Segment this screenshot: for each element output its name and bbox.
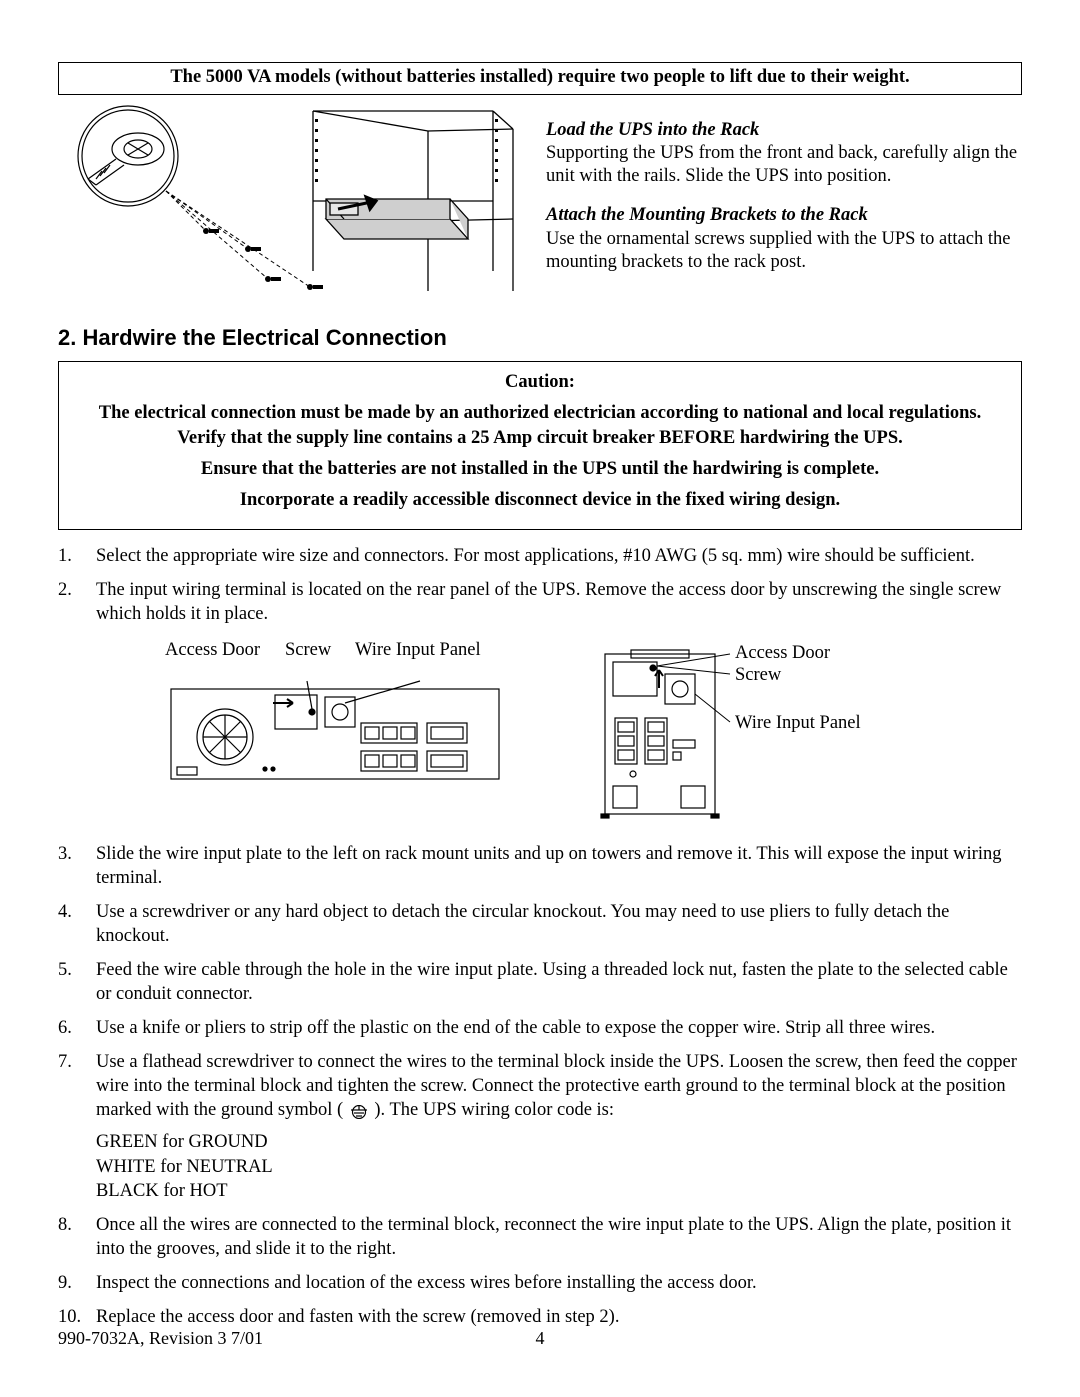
color-black: BLACK for HOT xyxy=(96,1179,1022,1203)
section-2-heading: 2. Hardwire the Electrical Connection xyxy=(58,325,1022,351)
caution-title: Caution: xyxy=(73,370,1007,395)
fig-row: Access Door Screw Wire Input Panel xyxy=(58,640,1022,820)
step-body: Select the appropriate wire size and con… xyxy=(96,544,1022,568)
step-10: 10. Replace the access door and fasten w… xyxy=(58,1305,1022,1329)
step-1: 1. Select the appropriate wire size and … xyxy=(58,544,1022,568)
attach-text: Use the ornamental screws supplied with … xyxy=(546,228,1018,274)
step-body: Slide the wire input plate to the left o… xyxy=(96,842,1022,890)
figA-lab1: Access Door xyxy=(165,640,285,661)
step-5: 5. Feed the wire cable through the hole … xyxy=(58,958,1022,1006)
step-num: 3. xyxy=(58,842,96,890)
footer-page: 4 xyxy=(520,1328,560,1349)
figure-b: Access Door Screw Wire Input Panel xyxy=(595,640,915,820)
rack-figure xyxy=(58,101,538,311)
step-num: 5. xyxy=(58,958,96,1006)
color-green: GREEN for GROUND xyxy=(96,1130,1022,1154)
load-text-column: Load the UPS into the Rack Supporting th… xyxy=(538,101,1018,311)
step-num: 6. xyxy=(58,1016,96,1040)
caution-l1: The electrical connection must be made b… xyxy=(73,401,1007,451)
load-row: Load the UPS into the Rack Supporting th… xyxy=(58,101,1022,311)
steps-list: 1. Select the appropriate wire size and … xyxy=(58,544,1022,626)
figB-lab1-svg: Access Door xyxy=(735,643,830,663)
step-body: Use a screwdriver or any hard object to … xyxy=(96,900,1022,948)
step-8: 8. Once all the wires are connected to t… xyxy=(58,1213,1022,1261)
warning-box: The 5000 VA models (without batteries in… xyxy=(58,62,1022,95)
step-body: Use a knife or pliers to strip off the p… xyxy=(96,1016,1022,1040)
step-num: 7. xyxy=(58,1050,96,1202)
step-body: Use a flathead screwdriver to connect th… xyxy=(96,1050,1022,1202)
figB-lab2-svg: Screw xyxy=(735,665,782,685)
load-text: Supporting the UPS from the front and ba… xyxy=(546,142,1018,188)
step-num: 9. xyxy=(58,1271,96,1295)
footer-revision: 990-7032A, Revision 3 7/01 xyxy=(58,1328,520,1349)
warning-text: The 5000 VA models (without batteries in… xyxy=(170,67,909,87)
step-body: The input wiring terminal is located on … xyxy=(96,578,1022,626)
step7-b: ). The UPS wiring color code is: xyxy=(374,1100,614,1120)
step-6: 6. Use a knife or pliers to strip off th… xyxy=(58,1016,1022,1040)
figA-lab3: Wire Input Panel xyxy=(355,640,481,661)
figB-lab3-svg: Wire Input Panel xyxy=(735,713,861,733)
step-2: 2. The input wiring terminal is located … xyxy=(58,578,1022,626)
page-footer: 990-7032A, Revision 3 7/01 4 xyxy=(58,1328,1022,1349)
step-body: Once all the wires are connected to the … xyxy=(96,1213,1022,1261)
step-num: 1. xyxy=(58,544,96,568)
step-num: 4. xyxy=(58,900,96,948)
ground-symbol-icon xyxy=(348,1100,370,1114)
caution-box: Caution: The electrical connection must … xyxy=(58,361,1022,530)
load-title: Load the UPS into the Rack xyxy=(546,119,1018,142)
attach-title: Attach the Mounting Brackets to the Rack xyxy=(546,204,1018,227)
figure-a: Access Door Screw Wire Input Panel xyxy=(165,640,505,820)
step-body: Feed the wire cable through the hole in … xyxy=(96,958,1022,1006)
color-white: WHITE for NEUTRAL xyxy=(96,1155,1022,1179)
caution-l2: Ensure that the batteries are not instal… xyxy=(73,457,1007,482)
figA-lab2: Screw xyxy=(285,640,355,661)
step-body: Inspect the connections and location of … xyxy=(96,1271,1022,1295)
caution-l3: Incorporate a readily accessible disconn… xyxy=(73,488,1007,513)
step-num: 10. xyxy=(58,1305,96,1329)
step-9: 9. Inspect the connections and location … xyxy=(58,1271,1022,1295)
footer-spacer xyxy=(560,1328,1022,1349)
step-body: Replace the access door and fasten with … xyxy=(96,1305,1022,1329)
step-7: 7. Use a flathead screwdriver to connect… xyxy=(58,1050,1022,1202)
step-4: 4. Use a screwdriver or any hard object … xyxy=(58,900,1022,948)
step-3: 3. Slide the wire input plate to the lef… xyxy=(58,842,1022,890)
steps-list-2: 3. Slide the wire input plate to the lef… xyxy=(58,842,1022,1329)
step-num: 2. xyxy=(58,578,96,626)
step-num: 8. xyxy=(58,1213,96,1261)
